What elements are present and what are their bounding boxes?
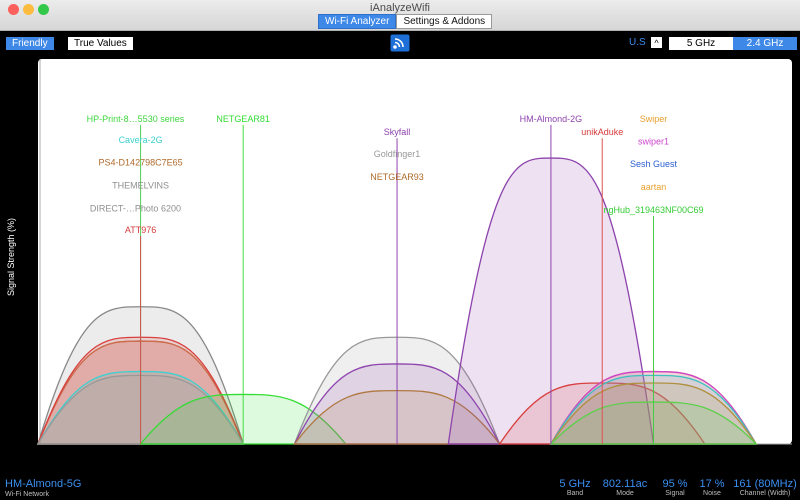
band-5ghz-button[interactable]: 5 GHz	[669, 37, 733, 50]
x-tick-label: 11	[649, 448, 658, 458]
network-label[interactable]: Swiper	[640, 114, 668, 124]
y-tick-label: 60	[24, 287, 34, 297]
x-tick-label: 10	[597, 448, 607, 458]
wifi-icon	[390, 34, 410, 57]
network-name: HM-Almond-5G	[5, 478, 82, 490]
region-label: U.S	[629, 37, 646, 48]
y-tick-label: 50	[24, 325, 34, 335]
close-window-button[interactable]	[8, 4, 19, 15]
y-tick-label: 90	[24, 172, 34, 182]
x-tick-label: 6	[395, 448, 400, 458]
x-tick-label: 8	[497, 448, 502, 458]
network-label[interactable]: NETGEAR81	[216, 114, 270, 124]
x-tick-label: 3	[241, 448, 246, 458]
y-tick-label: 70	[24, 248, 34, 258]
stat-band: 5 GHz Band	[559, 478, 591, 497]
tab-wifi-analyzer[interactable]: Wi-Fi Analyzer	[318, 14, 397, 29]
x-tick-label: 1	[138, 448, 143, 458]
network-label[interactable]: ngHub_319463NF00C69	[603, 205, 703, 215]
network-label[interactable]: THEMELVINS	[112, 181, 169, 191]
network-label[interactable]: Goldfinger1	[374, 149, 421, 159]
x-axis-label: 2.4 GHz Channels	[374, 464, 456, 475]
network-label[interactable]: Sesh Guest	[630, 159, 678, 169]
network-label[interactable]: swiper1	[638, 136, 669, 146]
true-values-toggle[interactable]: True Values	[68, 37, 133, 50]
status-bar: HM-Almond-5G Wi-Fi Network 5 GHz Band 802…	[0, 474, 800, 500]
network-label[interactable]: HM-Almond-2G	[520, 114, 583, 124]
network-label[interactable]: NETGEAR93	[370, 172, 424, 182]
network-label[interactable]: Cavera-2G	[119, 135, 163, 145]
x-tick-label: 4	[292, 448, 297, 458]
x-tick-label: 7	[446, 448, 451, 458]
network-label[interactable]: HP-Print-8…5530 series	[87, 114, 185, 124]
x-tick-label: 5	[343, 448, 348, 458]
x-tick-label: 2	[189, 448, 194, 458]
network-label[interactable]: PS4-D142798C7E65	[99, 158, 183, 168]
stat-channel: 161 (80MHz) Channel (Width)	[733, 478, 797, 497]
window-titlebar: iAnalyzeWifi Wi-Fi Analyzer Settings & A…	[0, 0, 800, 31]
signal-chart: HP-Print-8…5530 series Cavera-2G PS4-D1427…	[6, 59, 792, 475]
main-tabs: Wi-Fi Analyzer Settings & Addons	[318, 14, 493, 29]
chart-labels: HP-Print-8…5530 series Cavera-2G PS4-D1427…	[87, 114, 704, 444]
network-label[interactable]: unikAduke	[581, 127, 623, 137]
y-tick-label: 100	[19, 134, 34, 144]
region-dropdown-button[interactable]: ^	[651, 37, 662, 48]
window-title: iAnalyzeWifi	[370, 2, 430, 14]
network-label[interactable]: DIRECT-…Photo 6200	[90, 203, 181, 213]
zoom-window-button[interactable]	[38, 4, 49, 15]
friendly-toggle[interactable]: Friendly	[6, 37, 54, 50]
stat-mode: 802.11ac Mode	[602, 478, 648, 497]
network-label[interactable]: ATT976	[125, 225, 156, 235]
y-axis-label: Signal Strength (%)	[6, 218, 16, 296]
stat-noise: 17 % Noise	[699, 478, 725, 497]
y-tick-label: 20	[24, 439, 34, 449]
network-label[interactable]: Skyfall	[384, 127, 411, 137]
band-24ghz-button[interactable]: 2.4 GHz	[733, 37, 797, 50]
x-tick-label: 9	[548, 448, 553, 458]
chart-panel	[38, 59, 792, 444]
tab-settings-addons[interactable]: Settings & Addons	[396, 14, 493, 29]
chart-ticks: 20 30 40 50 60 70 80 90 100 1 2 3 4 5 6 7 8 9 10 11	[19, 134, 658, 458]
network-label[interactable]: aartan	[641, 182, 667, 192]
minimize-window-button[interactable]	[23, 4, 34, 15]
y-tick-label: 30	[24, 401, 34, 411]
network-caption: Wi-Fi Network	[5, 491, 49, 498]
y-tick-label: 80	[24, 210, 34, 220]
stat-signal: 95 % Signal	[662, 478, 688, 497]
toolbar: Friendly True Values U.S ^ 5 GHz 2.4 GHz	[0, 31, 800, 54]
y-tick-label: 40	[24, 363, 34, 373]
